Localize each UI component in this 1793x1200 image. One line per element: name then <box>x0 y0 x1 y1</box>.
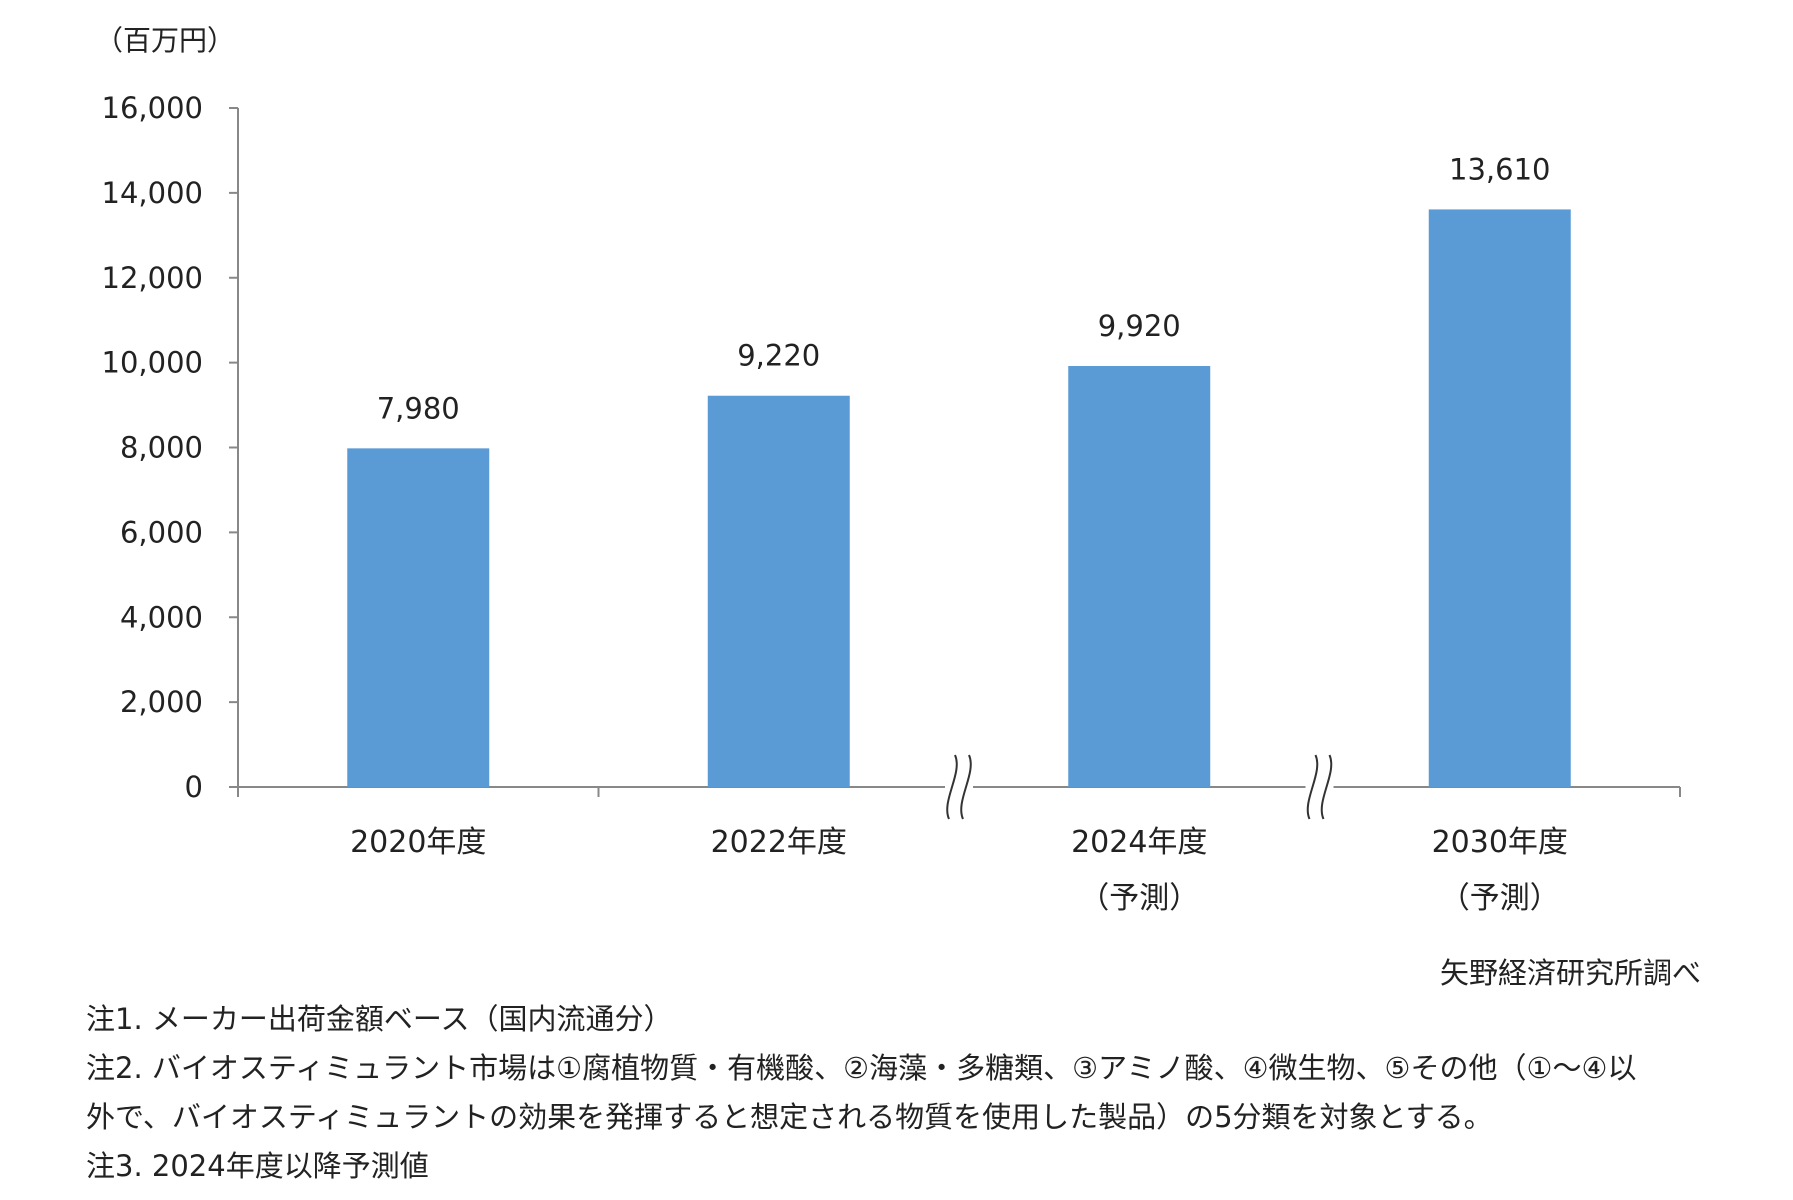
footnotes: 注1. メーカー出荷金額ベース（国内流通分） 注2. バイオスティミュラント市場… <box>86 995 1726 1191</box>
y-tick-label: 0 <box>185 770 203 804</box>
bar <box>707 395 850 787</box>
y-axis: 0 2,000 4,000 6,000 8,000 10,000 12,000 14,000 1… <box>102 91 239 804</box>
footnote-2-continued: 外で、バイオスティミュラントの効果を発揮すると想定される物質を使用した製品）の5… <box>86 1100 1493 1134</box>
footnote-3: 注3. 2024年度以降予測値 <box>86 1149 429 1183</box>
x-tick-label: 2022年度 <box>711 825 847 860</box>
bar <box>1068 366 1211 787</box>
axis-break-mark <box>1305 753 1334 821</box>
source-credit: 矢野経済研究所調べ <box>1439 956 1701 990</box>
y-tick-label: 2,000 <box>120 685 203 719</box>
bar <box>1428 209 1571 787</box>
y-tick-label: 16,000 <box>102 91 203 125</box>
y-tick-label: 12,000 <box>102 261 203 295</box>
data-label: 9,920 <box>1098 309 1181 343</box>
footnote-2: 注2. バイオスティミュラント市場は①腐植物質・有機酸、②海藻・多糖類、③アミノ… <box>86 1051 1637 1085</box>
axis-break-mark <box>945 753 973 821</box>
x-tick-label: 2020年度 <box>350 825 486 860</box>
y-tick-label: 10,000 <box>102 346 203 380</box>
data-label: 9,220 <box>737 339 820 373</box>
y-tick-label: 6,000 <box>120 515 203 549</box>
x-tick-labels: 2020年度 2022年度 2024年度 （予測） 2030年度 （予測） <box>350 825 1568 916</box>
data-label: 13,610 <box>1449 152 1550 186</box>
y-axis-unit-label: （百万円） <box>95 24 235 57</box>
bars: 7,980 9,220 9,920 13,610 <box>347 152 1571 787</box>
axis-breaks <box>945 753 1334 821</box>
y-tick-label: 14,000 <box>102 176 203 210</box>
x-tick-label: 2024年度 <box>1071 825 1207 860</box>
x-tick-label: （予測） <box>1079 881 1199 916</box>
y-tick-label: 8,000 <box>120 431 203 465</box>
x-tick-label: （予測） <box>1440 881 1560 916</box>
bar-chart: （百万円） 0 2,000 4,000 6,000 8,000 10,000 12,000 1… <box>95 24 1681 916</box>
bar <box>347 448 490 787</box>
x-tick-label: 2030年度 <box>1432 825 1568 860</box>
data-label: 7,980 <box>377 391 460 425</box>
y-tick-label: 4,000 <box>120 600 203 634</box>
footnote-1: 注1. メーカー出荷金額ベース（国内流通分） <box>86 1002 673 1036</box>
